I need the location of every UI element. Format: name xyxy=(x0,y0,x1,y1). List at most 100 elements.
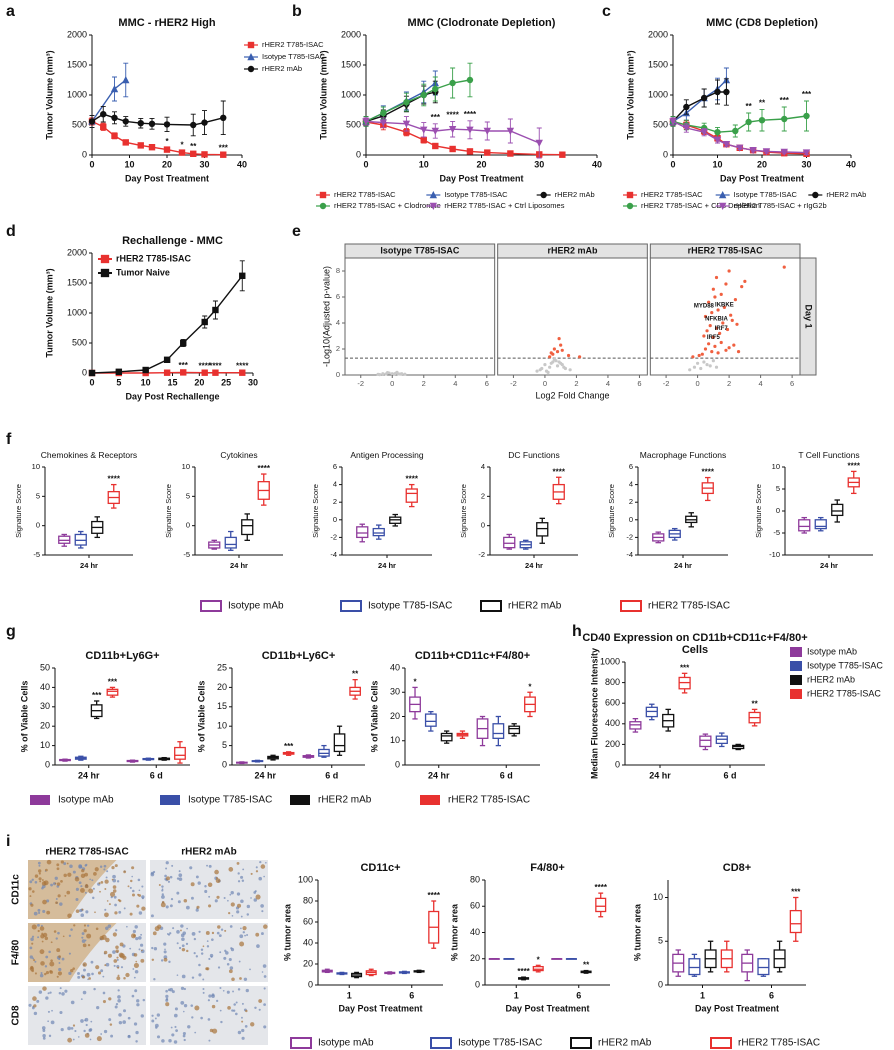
nucleus xyxy=(182,931,187,935)
chart-title-box: Rechallenge - MMC xyxy=(122,235,223,247)
significance: * xyxy=(528,682,532,691)
nucleus xyxy=(153,947,158,951)
y-tick-label: 20 xyxy=(303,958,313,968)
y-tick-label: 0 xyxy=(395,759,400,769)
stain xyxy=(97,971,102,975)
marker xyxy=(449,79,456,87)
stain xyxy=(183,898,188,903)
nucleus xyxy=(29,880,33,884)
marker xyxy=(380,109,387,117)
stain xyxy=(104,888,107,890)
x-tick-label: 2 xyxy=(574,379,578,388)
y-tick-label: 400 xyxy=(605,718,620,728)
nucleus xyxy=(161,1039,165,1043)
y-tick-label: 2 xyxy=(333,497,337,506)
nucleus xyxy=(220,1020,223,1024)
column-label: rHER2 mAb xyxy=(181,847,237,858)
nucleus xyxy=(240,875,244,879)
gene-point xyxy=(538,368,542,372)
x-tick-label: 24 hr xyxy=(230,561,248,570)
x-tick-label: 30 xyxy=(534,159,544,169)
nucleus xyxy=(135,1030,139,1035)
chart-title-box: CD11b+Ly6G+ xyxy=(85,650,159,662)
nucleus xyxy=(240,927,242,930)
gene-point xyxy=(714,365,719,369)
gene-point xyxy=(691,355,695,359)
gene-point xyxy=(544,369,549,373)
x-axis-label: Day Post Treatment xyxy=(505,1003,589,1013)
nucleus xyxy=(181,974,186,979)
nucleus xyxy=(253,891,257,894)
legend-swatch xyxy=(290,1037,312,1049)
significance: **** xyxy=(702,468,715,477)
gene-point xyxy=(714,275,719,280)
nucleus xyxy=(83,1029,86,1033)
legend-label: Isotype T785-ISAC xyxy=(368,601,452,612)
y-tick-label: 200 xyxy=(605,739,620,749)
nucleus xyxy=(173,1013,178,1018)
stain xyxy=(38,872,41,875)
stain xyxy=(66,890,71,895)
nucleus xyxy=(202,991,205,994)
nucleus xyxy=(231,1009,234,1012)
nucleus xyxy=(156,1013,161,1017)
box xyxy=(333,733,346,753)
nucleus xyxy=(189,866,193,870)
nucleus xyxy=(117,989,120,992)
chart-title-box: CD11b+CD11c+F4/80+ xyxy=(415,650,530,662)
stain xyxy=(181,947,186,952)
nucleus xyxy=(42,1029,46,1032)
x-axis-label: Day Post Treatment xyxy=(720,173,804,183)
y-tick-label: 0 xyxy=(481,521,485,530)
marker xyxy=(220,151,227,158)
nucleus xyxy=(218,934,222,938)
legend-label: rHER2 T785-ISAC xyxy=(448,795,530,806)
stain xyxy=(80,873,86,879)
marker xyxy=(100,268,110,278)
marker xyxy=(122,118,129,125)
box xyxy=(440,732,453,742)
side-strip-label: Day 1 xyxy=(804,304,814,328)
chart-title-box: CD11b+Ly6C+ xyxy=(262,650,336,662)
significance: **** xyxy=(198,362,211,371)
y-tick-label: -5 xyxy=(773,528,780,537)
nucleus xyxy=(132,929,136,934)
legend-label: Isotype mAb xyxy=(58,795,114,806)
marker xyxy=(220,114,227,122)
chart-title: Cytokines xyxy=(220,450,258,460)
nucleus xyxy=(151,946,154,950)
marker xyxy=(429,202,438,210)
nucleus xyxy=(215,999,219,1002)
nucleus xyxy=(81,932,85,936)
nucleus xyxy=(169,987,174,992)
x-tick-label: 0 xyxy=(89,377,94,387)
stain xyxy=(55,901,58,905)
nucleus xyxy=(208,994,212,998)
nucleus xyxy=(47,1020,49,1023)
nucleus xyxy=(150,914,154,918)
gene-point xyxy=(719,340,723,345)
stain xyxy=(216,895,220,899)
marker xyxy=(483,127,491,135)
significance: **** xyxy=(236,362,249,371)
gene-point xyxy=(708,364,712,368)
marker xyxy=(319,191,327,199)
stain xyxy=(34,874,39,878)
panel-label: f xyxy=(6,431,12,448)
nucleus xyxy=(80,885,83,888)
stain xyxy=(101,934,107,940)
nucleus xyxy=(84,891,87,894)
y-tick-label: 20 xyxy=(470,953,480,963)
box xyxy=(532,965,544,972)
nucleus xyxy=(74,1029,77,1033)
nucleus xyxy=(259,860,262,864)
marker xyxy=(163,121,171,128)
nucleus xyxy=(51,1009,53,1012)
gene-point xyxy=(713,295,717,299)
stain xyxy=(62,935,65,938)
marker xyxy=(201,369,208,376)
marker xyxy=(239,272,246,279)
nucleus xyxy=(214,899,218,903)
y-axis-label: % of Viable Cells xyxy=(19,681,29,753)
